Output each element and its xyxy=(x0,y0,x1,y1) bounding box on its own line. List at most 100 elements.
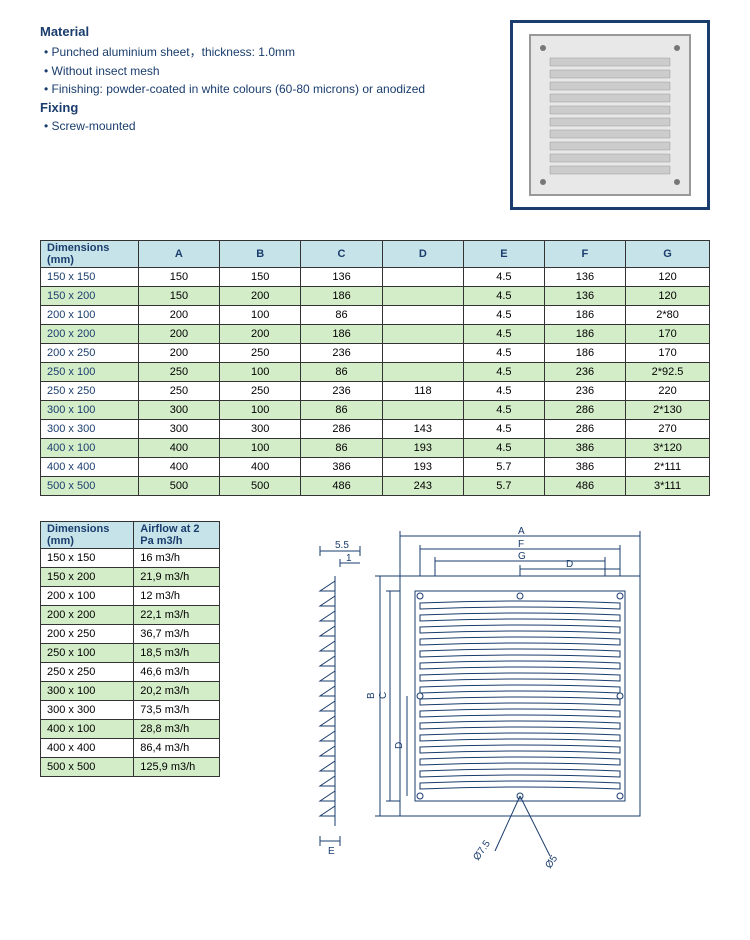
dim-cell: 200 x 100 xyxy=(41,306,139,325)
dim-cell: 400 x 100 xyxy=(41,720,134,739)
value-cell xyxy=(382,268,463,287)
column-header: D xyxy=(382,241,463,268)
airflow-header: Dimensions (mm) xyxy=(41,522,134,549)
dim-cell: 150 x 150 xyxy=(41,549,134,568)
label-g: G xyxy=(518,551,526,562)
value-cell: 136 xyxy=(544,287,625,306)
value-cell: 220 xyxy=(626,382,710,401)
dim-cell: 200 x 100 xyxy=(41,587,134,606)
dim-cell: 400 x 100 xyxy=(41,439,139,458)
dim-cell: 300 x 100 xyxy=(41,401,139,420)
airflow-cell: 18,5 m3/h xyxy=(134,644,220,663)
label-e: E xyxy=(328,846,335,857)
value-cell: 2*92.5 xyxy=(626,363,710,382)
airflow-cell: 12 m3/h xyxy=(134,587,220,606)
value-cell: 300 xyxy=(220,420,301,439)
airflow-cell: 28,8 m3/h xyxy=(134,720,220,739)
label-f: F xyxy=(518,539,524,550)
value-cell: 193 xyxy=(382,439,463,458)
value-cell: 4.5 xyxy=(464,268,545,287)
label-phi75: Ø7.5 xyxy=(471,838,493,862)
value-cell: 186 xyxy=(544,344,625,363)
value-cell xyxy=(382,325,463,344)
value-cell: 143 xyxy=(382,420,463,439)
value-cell: 236 xyxy=(544,363,625,382)
table-row: 500 x 500125,9 m3/h xyxy=(41,758,220,777)
value-cell: 186 xyxy=(544,306,625,325)
value-cell: 236 xyxy=(301,382,382,401)
value-cell xyxy=(382,401,463,420)
value-cell: 200 xyxy=(138,325,219,344)
value-cell xyxy=(382,287,463,306)
table-row: 200 x 2502002502364.5186170 xyxy=(41,344,710,363)
table-row: 200 x 20022,1 m3/h xyxy=(41,606,220,625)
label-b: B xyxy=(366,692,377,699)
material-bullet: • Punched aluminium sheet，thickness: 1.0… xyxy=(44,43,490,60)
value-cell: 136 xyxy=(301,268,382,287)
table-row: 200 x 100200100864.51862*80 xyxy=(41,306,710,325)
value-cell: 386 xyxy=(544,439,625,458)
value-cell: 170 xyxy=(626,325,710,344)
value-cell: 200 xyxy=(138,306,219,325)
value-cell: 170 xyxy=(626,344,710,363)
value-cell: 86 xyxy=(301,363,382,382)
dim-cell: 300 x 300 xyxy=(41,420,139,439)
value-cell: 5.7 xyxy=(464,458,545,477)
product-image-box xyxy=(510,20,710,210)
dim-cell: 250 x 100 xyxy=(41,644,134,663)
dim-5-5: 5.5 xyxy=(335,540,349,551)
value-cell: 150 xyxy=(220,268,301,287)
value-cell: 236 xyxy=(301,344,382,363)
dim-cell: 200 x 250 xyxy=(41,344,139,363)
column-header: G xyxy=(626,241,710,268)
airflow-cell: 86,4 m3/h xyxy=(134,739,220,758)
fixing-bullet: • Screw-mounted xyxy=(44,119,490,133)
airflow-cell: 36,7 m3/h xyxy=(134,625,220,644)
value-cell: 186 xyxy=(544,325,625,344)
table-row: 250 x 10018,5 m3/h xyxy=(41,644,220,663)
dim-cell: 150 x 200 xyxy=(41,568,134,587)
value-cell: 250 xyxy=(220,382,301,401)
value-cell: 3*120 xyxy=(626,439,710,458)
airflow-cell: 73,5 m3/h xyxy=(134,701,220,720)
value-cell: 250 xyxy=(138,363,219,382)
label-a: A xyxy=(518,526,525,537)
table-row: 300 x 30073,5 m3/h xyxy=(41,701,220,720)
airflow-cell: 21,9 m3/h xyxy=(134,568,220,587)
value-cell: 2*80 xyxy=(626,306,710,325)
column-header: B xyxy=(220,241,301,268)
value-cell: 120 xyxy=(626,287,710,306)
column-header: F xyxy=(544,241,625,268)
dim-cell: 150 x 150 xyxy=(41,268,139,287)
table-row: 200 x 25036,7 m3/h xyxy=(41,625,220,644)
value-cell: 4.5 xyxy=(464,382,545,401)
value-cell: 120 xyxy=(626,268,710,287)
table-row: 400 x 100400100861934.53863*120 xyxy=(41,439,710,458)
dim-1: 1 xyxy=(346,553,352,564)
table-row: 300 x 100300100864.52862*130 xyxy=(41,401,710,420)
value-cell: 4.5 xyxy=(464,363,545,382)
value-cell: 4.5 xyxy=(464,401,545,420)
value-cell: 3*111 xyxy=(626,477,710,496)
value-cell: 86 xyxy=(301,306,382,325)
value-cell: 150 xyxy=(138,287,219,306)
dim-cell: 200 x 250 xyxy=(41,625,134,644)
value-cell: 243 xyxy=(382,477,463,496)
column-header: E xyxy=(464,241,545,268)
value-cell: 500 xyxy=(138,477,219,496)
dim-cell: 400 x 400 xyxy=(41,458,139,477)
value-cell: 200 xyxy=(220,325,301,344)
table-row: 300 x 3003003002861434.5286270 xyxy=(41,420,710,439)
value-cell: 486 xyxy=(301,477,382,496)
spec-text: Material • Punched aluminium sheet，thick… xyxy=(40,20,510,210)
value-cell: 4.5 xyxy=(464,439,545,458)
value-cell xyxy=(382,306,463,325)
table-row: 200 x 2002002001864.5186170 xyxy=(41,325,710,344)
material-bullet: • Without insect mesh xyxy=(44,64,490,78)
value-cell: 386 xyxy=(301,458,382,477)
value-cell: 5.7 xyxy=(464,477,545,496)
value-cell: 400 xyxy=(220,458,301,477)
value-cell: 236 xyxy=(544,382,625,401)
airflow-header: Airflow at 2 Pa m3/h xyxy=(134,522,220,549)
value-cell: 136 xyxy=(544,268,625,287)
